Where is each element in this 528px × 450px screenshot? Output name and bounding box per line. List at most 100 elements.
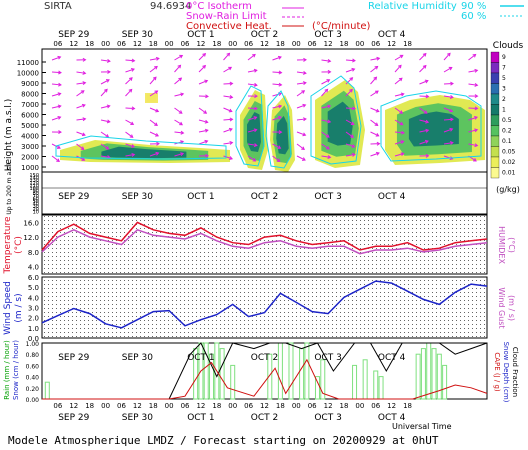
wind-arrow-head [277,115,282,120]
wind-arrow-head [253,128,258,133]
wind-arrow-head [129,134,134,138]
wind-arrow-head [400,140,405,144]
wind-arrow [419,65,427,73]
wind-arrow [247,143,257,146]
rain-y-tick: 0.80 [26,352,40,359]
wind-y-label: Wind Speed [3,281,13,335]
wind-arrow [370,119,378,126]
x-axis-label: Universal Time [392,422,452,431]
top-date-label: SEP 30 [122,30,153,40]
wind-arrow-head [326,79,331,83]
wind-arrow-head [301,90,306,94]
wind-arrow-head [154,122,158,127]
wind-arrow-head [449,127,454,132]
wind-arrow-head [80,146,85,150]
cloud-y-tick: 8000 [21,91,39,99]
rain-bar [203,342,209,400]
bottom-date-label: OCT 3 [314,413,341,423]
wind-arrow-head [156,141,160,146]
wind-arrow-head [106,119,111,124]
wind-arrow-head [425,119,430,124]
rain-date-labels: SEP 29 SEP 30 OCT 1 OCT 2 OCT 3 OCT 4 [58,353,405,363]
wind-arrow [247,155,256,162]
low-date-label: OCT 3 [314,192,341,202]
station-name: SIRTA [44,1,72,12]
wind-arrow-head [82,57,87,62]
wind-arrow-head [229,140,234,145]
wind-arrow [51,56,61,61]
top-hour-label: 18 [340,40,349,48]
wind-arrow-head [202,64,207,69]
low-y-tick: 90 [33,189,39,195]
wind-arrow-head [325,134,330,138]
wind-arrow-head [327,104,332,109]
wind-arrow [345,143,355,148]
rain-bar [288,342,294,400]
wind-arrow [468,83,478,86]
wind-arrow [198,107,207,114]
wind-arrow [125,68,135,73]
cloud-panel: 11000 10000 9000 8000 7000 6000 5000 4000 3000 20… [4,48,488,215]
rain-panel: 1.00 0.80 0.60 0.40 0.20 0.00 SEP 29 SEP 30 OCT… [3,340,519,404]
wind-arrow [345,119,355,125]
rain-bar [436,353,442,400]
wind-arrow [296,131,306,136]
wind-arrow [468,69,478,73]
wind-arrow-head [81,103,86,108]
wind-arrow-head [302,103,307,108]
colorbar-segment [490,146,500,158]
snow-depth-label: Snow Depth (cm) [502,342,510,403]
cape-line [42,358,488,400]
bottom-hour-label: 00 [101,402,110,410]
low-date-label: OCT 1 [187,192,214,202]
bottom-hour-label: 18 [340,402,349,410]
wind-arrow-head [57,92,62,97]
wind-arrow [419,129,429,133]
top-hour-label: 06 [308,40,317,48]
wind-arrow [321,79,330,85]
colorbar-segment [490,51,500,63]
wind-gust-label: Wind Gust [497,287,506,328]
wind-arrow-head [204,119,209,124]
wind-arrow [76,118,86,121]
low-y-tick: 150 [29,173,39,179]
wind-arrow-head [152,76,157,81]
rain-date-label: OCT 3 [314,353,341,363]
wind-arrow [125,107,135,110]
temperature-panel: 16.012.08.04.0 Temperature (°C) HUMIDEX … [3,214,516,275]
colorbar-segment [490,167,500,179]
cloud-fill-area [101,146,187,159]
wind-arrow-head [450,81,454,86]
wind-arrow-head [425,153,430,158]
wind-arrow [100,105,110,109]
colorbar-tick: 7 [502,65,506,72]
isotherm-legend: 0°C Isotherm [186,1,252,12]
wind-arrow [149,107,159,112]
footer-caption: Modele Atmospherique LMDZ / Forecast sta… [8,434,439,447]
wind-arrow [198,53,206,61]
top-hour-label: 18 [276,40,285,48]
wind-arrow [419,119,429,123]
wind-arrow [100,89,108,97]
wind-arrow [272,56,282,61]
rain-date-label: SEP 29 [58,353,89,363]
wind-arrow [198,80,208,85]
temperature-y-tick: 16.0 [23,219,39,227]
wind-arrow-head [375,90,379,95]
bottom-hour-label: 00 [292,402,301,410]
wind-arrow [345,59,356,62]
low-y-tick: 100 [29,186,39,192]
cloud-y-label: Height (m a.s.l.) [4,99,14,172]
top-hour-label: 12 [133,40,142,48]
wind-arrow-head [326,145,330,150]
top-hour-label: 06 [371,40,380,48]
wind-arrow-head [228,66,233,71]
low-y-tick: 60 [33,196,39,202]
top-hour-label: 18 [212,40,221,48]
wind-arrow-head [474,82,479,87]
wind-arrow-head [131,106,136,111]
wind-arrow [296,104,306,109]
wind-arrow [198,140,208,145]
rh-contours [55,75,482,169]
rh-legend: Relative Humidity [368,1,457,12]
